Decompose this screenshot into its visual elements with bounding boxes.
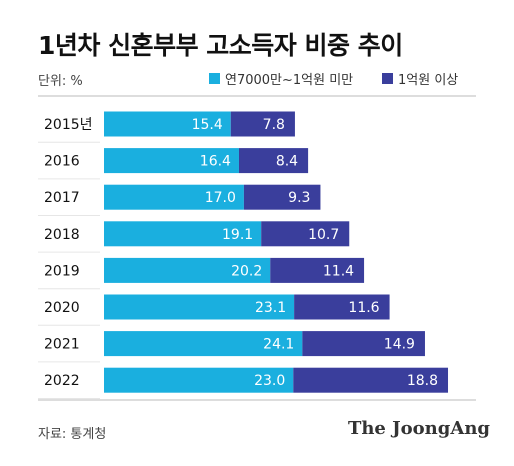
value-label-under-1b: 19.1 (222, 227, 253, 243)
bar-over-1b (302, 331, 425, 357)
bar-over-1b (294, 294, 390, 320)
value-label-over-1b: 18.8 (407, 373, 438, 389)
chart-title: 1년차 신혼부부 고소득자 비중 추이 (38, 31, 403, 60)
value-label-under-1b: 23.1 (255, 300, 286, 316)
category-label: 2022 (44, 373, 80, 389)
category-label: 2016 (44, 154, 80, 170)
legend-swatch-over-1b (382, 73, 393, 84)
value-label-over-1b: 8.4 (276, 154, 298, 170)
value-label-over-1b: 9.3 (288, 190, 310, 206)
bar-under-1b (104, 294, 295, 320)
bar-over-1b (270, 257, 365, 283)
bar-under-1b (104, 331, 303, 357)
bar-under-1b (104, 184, 244, 210)
category-label: 2021 (44, 337, 80, 353)
legend-swatch-under-1b (209, 73, 220, 84)
bar-over-1b (243, 184, 321, 210)
value-label-under-1b: 20.2 (231, 263, 262, 279)
bar-over-1b (293, 367, 449, 393)
bar-under-1b (104, 148, 239, 174)
bar-under-1b (104, 257, 271, 283)
value-label-under-1b: 24.1 (263, 337, 294, 353)
category-label: 2015년 (44, 117, 93, 133)
publisher-logo: The JoongAng (347, 418, 490, 439)
legend-item-under-1b: 연7000만~1억원 미만 (209, 69, 353, 88)
value-label-over-1b: 10.7 (308, 227, 339, 243)
value-label-under-1b: 17.0 (205, 190, 236, 206)
source-label: 자료: 통계청 (38, 427, 107, 442)
value-label-under-1b: 15.4 (192, 117, 223, 133)
value-label-over-1b: 14.9 (384, 337, 415, 353)
category-label: 2020 (44, 300, 80, 316)
unit-label: 단위: % (38, 74, 83, 89)
bar-over-1b (238, 148, 309, 174)
value-label-over-1b: 11.6 (348, 300, 379, 316)
value-label-under-1b: 23.0 (254, 373, 285, 389)
bar-over-1b (230, 111, 295, 137)
value-label-over-1b: 7.8 (263, 117, 285, 133)
legend-item-over-1b: 1억원 이상 (382, 69, 458, 88)
category-label: 2018 (44, 227, 80, 243)
bar-under-1b (104, 111, 231, 137)
bar-under-1b (104, 221, 262, 247)
bar-over-1b (261, 221, 350, 247)
legend-label-over-1b: 1억원 이상 (398, 73, 459, 88)
value-label-under-1b: 16.4 (200, 154, 231, 170)
category-label: 2017 (44, 190, 80, 206)
bar-under-1b (104, 367, 294, 393)
legend-label-under-1b: 연7000만~1억원 미만 (225, 73, 354, 88)
category-label: 2019 (44, 263, 80, 279)
value-label-over-1b: 11.4 (323, 263, 354, 279)
